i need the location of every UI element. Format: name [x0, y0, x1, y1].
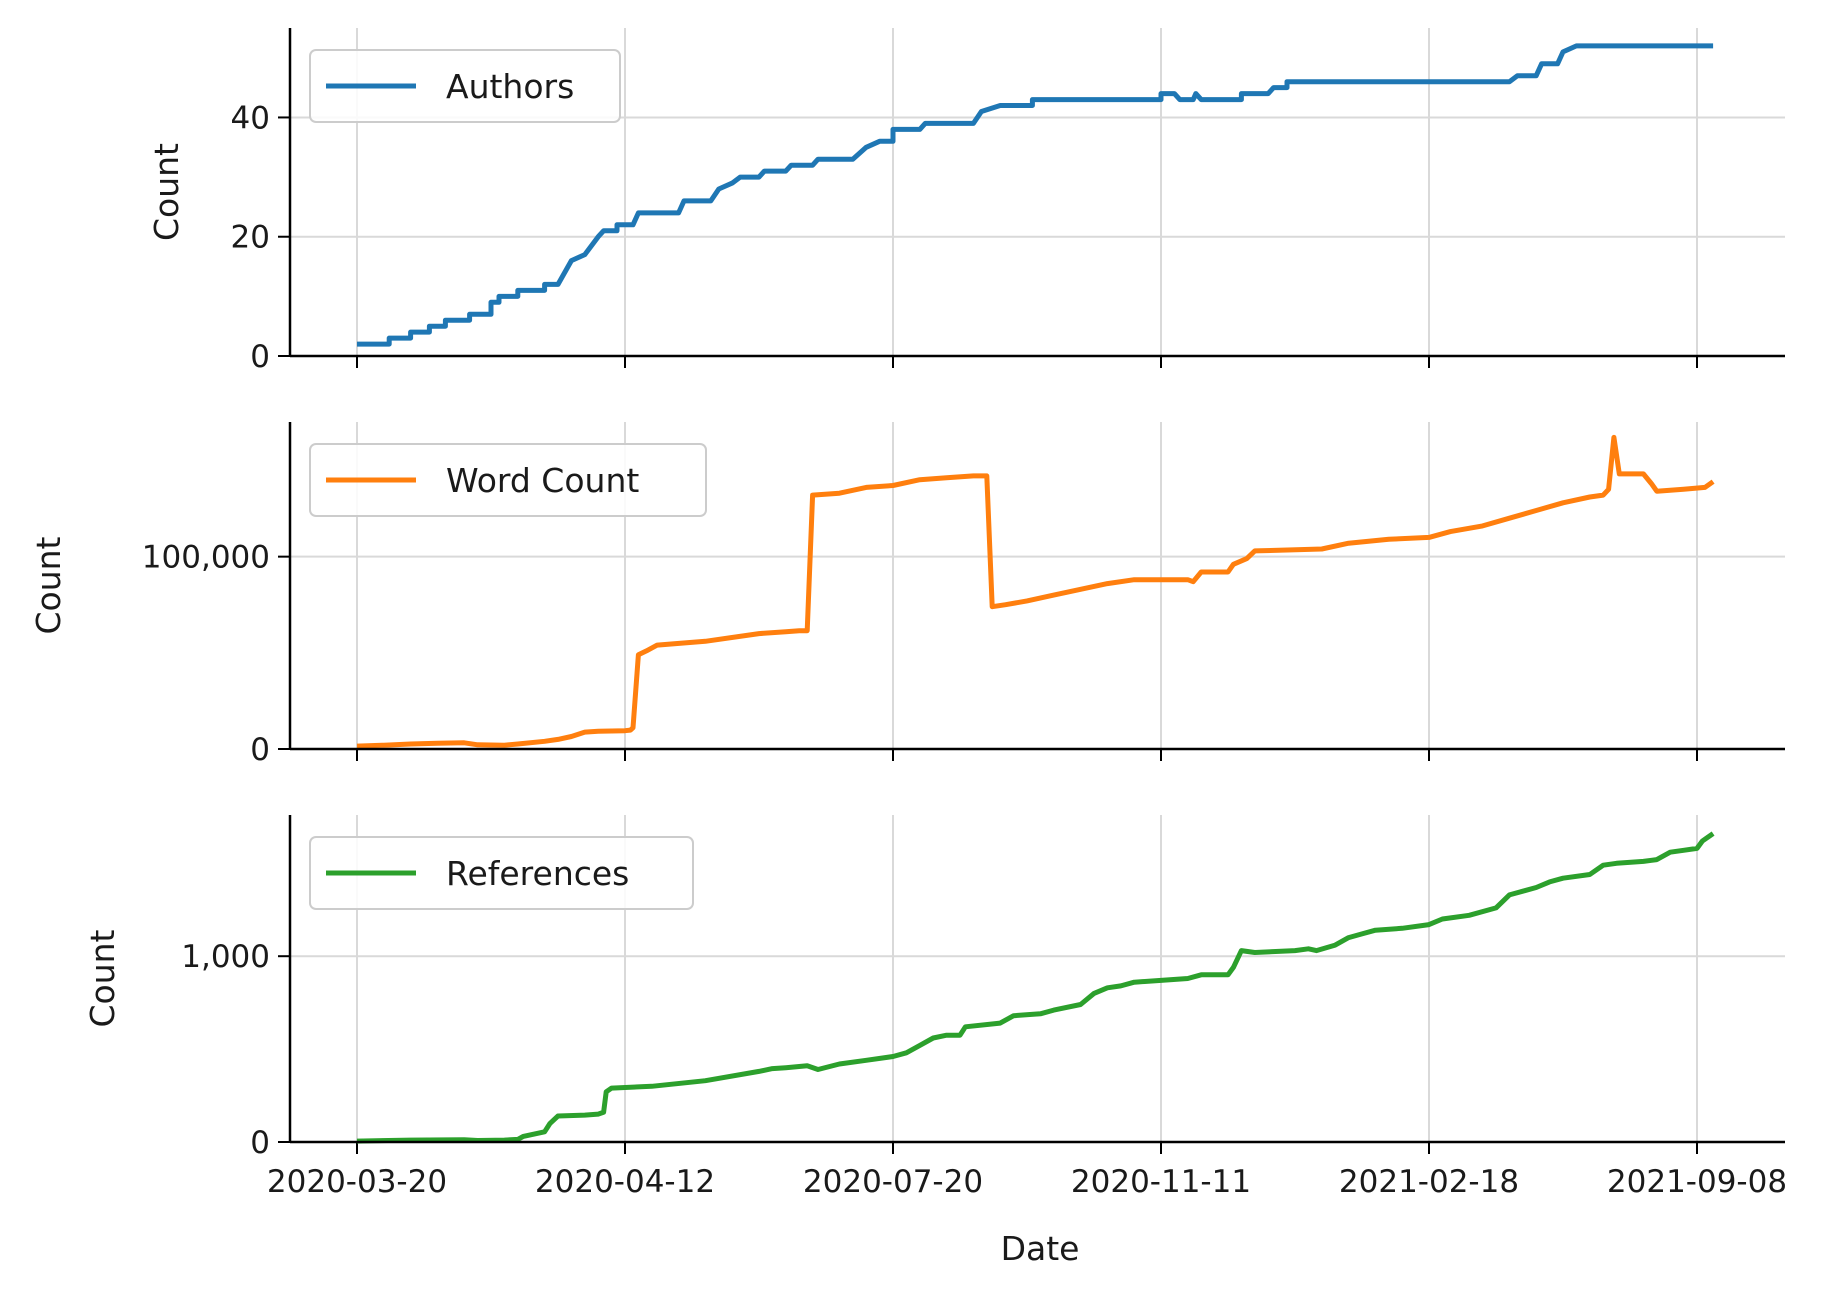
y-tick-label: 1,000	[181, 939, 270, 975]
y-axis-label: Count	[147, 143, 186, 241]
x-tick-label: 2020-03-20	[267, 1164, 447, 1200]
y-tick-label: 100,000	[142, 540, 270, 576]
series-line-authors	[357, 43, 1714, 347]
legend-label: Authors	[446, 67, 574, 106]
y-axis-label: Count	[83, 929, 122, 1027]
y-axis-label: Count	[29, 536, 68, 634]
y-tick-label: 0	[250, 732, 270, 768]
x-tick-label: 2021-02-18	[1339, 1164, 1519, 1200]
legend-box	[309, 49, 621, 123]
legend-box	[309, 443, 707, 517]
y-tick-label: 40	[231, 100, 270, 136]
y-tick-label: 0	[250, 1125, 270, 1161]
legend-word-count: Word Count	[309, 443, 707, 517]
x-tick-label: 2020-07-20	[803, 1164, 983, 1200]
panel-authors: 0 20 40 Count Authors	[147, 28, 1785, 375]
x-tick-label: 2020-04-12	[535, 1164, 715, 1200]
legend-box	[309, 836, 694, 910]
legend-label: Word Count	[446, 461, 639, 500]
legend-authors: Authors	[309, 49, 621, 123]
x-tick-label: 2021-09-08	[1607, 1164, 1787, 1200]
y-tick-label: 20	[231, 220, 270, 256]
panels: 0 20 40 Count Authors 0 100,000 Count Word Count…	[29, 28, 1787, 1200]
x-axis-label: Date	[1001, 1229, 1080, 1268]
series-line-references	[356, 831, 1715, 1144]
x-tick-label: 2020-11-11	[1071, 1164, 1251, 1200]
panel-references: 0 1,000 Count References 2020-03-20 2020-04-1…	[83, 815, 1787, 1200]
series-line-word-count	[356, 434, 1715, 749]
legend-label: References	[446, 854, 629, 893]
panel-word-count: 0 100,000 Count Word Count	[29, 422, 1785, 768]
y-tick-label: 0	[250, 339, 270, 375]
legend-references: References	[309, 836, 694, 910]
